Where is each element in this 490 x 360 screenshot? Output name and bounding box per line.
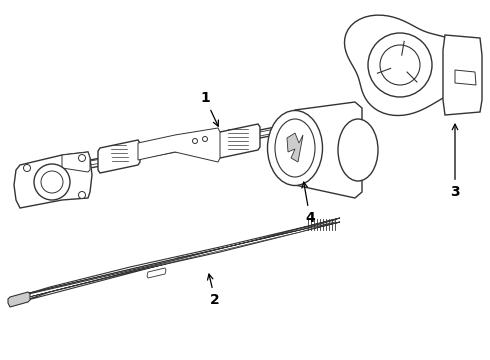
Circle shape [380, 45, 420, 85]
Polygon shape [287, 133, 303, 162]
Polygon shape [295, 102, 362, 198]
Polygon shape [344, 15, 473, 116]
Polygon shape [55, 118, 315, 175]
Polygon shape [147, 268, 166, 278]
Circle shape [193, 139, 197, 144]
Polygon shape [8, 292, 30, 307]
Text: 2: 2 [207, 274, 220, 307]
Text: 3: 3 [450, 124, 460, 199]
Circle shape [41, 171, 63, 193]
Polygon shape [65, 122, 310, 172]
Text: 1: 1 [200, 91, 219, 126]
Circle shape [202, 136, 207, 141]
Polygon shape [25, 220, 335, 298]
Polygon shape [98, 140, 140, 173]
Ellipse shape [268, 111, 322, 185]
Polygon shape [62, 152, 90, 172]
Polygon shape [218, 124, 260, 158]
Polygon shape [455, 70, 476, 85]
Circle shape [78, 192, 85, 198]
Ellipse shape [275, 119, 315, 177]
Polygon shape [443, 35, 482, 115]
Polygon shape [14, 152, 92, 208]
Circle shape [78, 154, 85, 162]
Circle shape [34, 164, 70, 200]
Circle shape [368, 33, 432, 97]
Polygon shape [138, 128, 220, 162]
Ellipse shape [338, 119, 378, 181]
Circle shape [24, 165, 30, 171]
Text: 4: 4 [302, 182, 315, 225]
Polygon shape [20, 218, 340, 302]
